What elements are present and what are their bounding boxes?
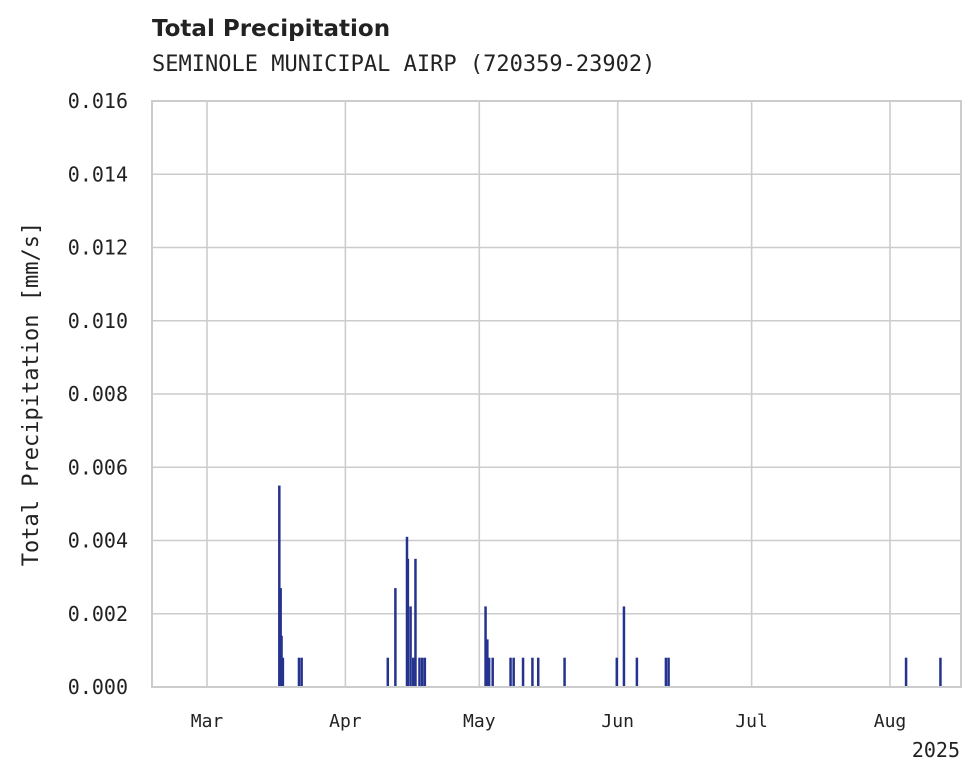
x-tick-label: Jun	[601, 711, 634, 732]
precipitation-bar	[622, 606, 626, 687]
precipitation-bar	[531, 657, 534, 687]
precipitation-bar	[414, 558, 417, 687]
precipitation-bar	[536, 657, 540, 687]
precipitation-bars	[278, 485, 942, 687]
precipitation-bar	[491, 657, 494, 687]
y-tick-label: 0.010	[68, 309, 128, 333]
precipitation-bar	[406, 558, 410, 687]
precipitation-bar	[394, 588, 397, 687]
precipitation-bar	[297, 657, 301, 687]
precipitation-bar	[521, 657, 525, 687]
precipitation-bar	[615, 657, 619, 687]
y-tick-label: 0.012	[68, 236, 128, 260]
x-tick-label: Aug	[874, 711, 907, 732]
plot-frame	[151, 100, 962, 688]
precipitation-bar	[664, 657, 668, 687]
precipitation-bar	[300, 657, 303, 687]
precipitation-bar	[411, 657, 415, 687]
precipitation-bar	[280, 635, 283, 687]
precipitation-bar	[409, 606, 412, 687]
y-tick-label: 0.008	[68, 382, 128, 406]
y-axis-label: Total Precipitation [mm/s]	[19, 222, 44, 566]
x-tick-label: Jul	[735, 711, 768, 732]
y-tick-label: 0.016	[68, 89, 128, 113]
x-tick-label: May	[463, 711, 496, 732]
precipitation-bar	[418, 657, 421, 687]
precipitation-bar	[278, 485, 281, 687]
x-axis-offset-label: 2025	[912, 738, 960, 762]
precipitation-bar	[939, 657, 942, 687]
y-tick-label: 0.002	[68, 602, 128, 626]
precipitation-bar	[486, 639, 489, 687]
y-tick-label: 0.014	[68, 162, 128, 186]
precipitation-bar	[509, 657, 512, 687]
y-tick-label: 0.006	[68, 455, 128, 479]
precipitation-bar	[281, 657, 285, 687]
chart-title: Total Precipitation	[152, 16, 391, 42]
precipitation-bar	[667, 657, 670, 687]
precipitation-bar	[420, 657, 424, 687]
precipitation-bar	[487, 657, 491, 687]
precipitation-bar	[512, 657, 515, 687]
precipitation-bar	[484, 606, 487, 687]
x-tick-label: Apr	[329, 711, 362, 732]
x-axis-ticks: Mar Apr May Jun Jul Aug	[191, 711, 907, 732]
x-tick-label: Mar	[191, 711, 224, 732]
precipitation-bar	[904, 657, 908, 687]
precipitation-bar	[563, 657, 566, 687]
y-tick-label: 0.004	[68, 529, 128, 553]
chart-subtitle: SEMINOLE MUNICIPAL AIRP (720359-23902)	[152, 52, 656, 77]
y-tick-label: 0.000	[68, 675, 128, 699]
grid-lines	[152, 100, 961, 688]
precipitation-bar	[635, 657, 639, 687]
precipitation-bar	[386, 657, 390, 687]
y-axis-ticks: 0.000 0.002 0.004 0.006 0.008 0.010 0.012 0.014…	[68, 89, 128, 699]
precipitation-bar	[423, 657, 427, 687]
